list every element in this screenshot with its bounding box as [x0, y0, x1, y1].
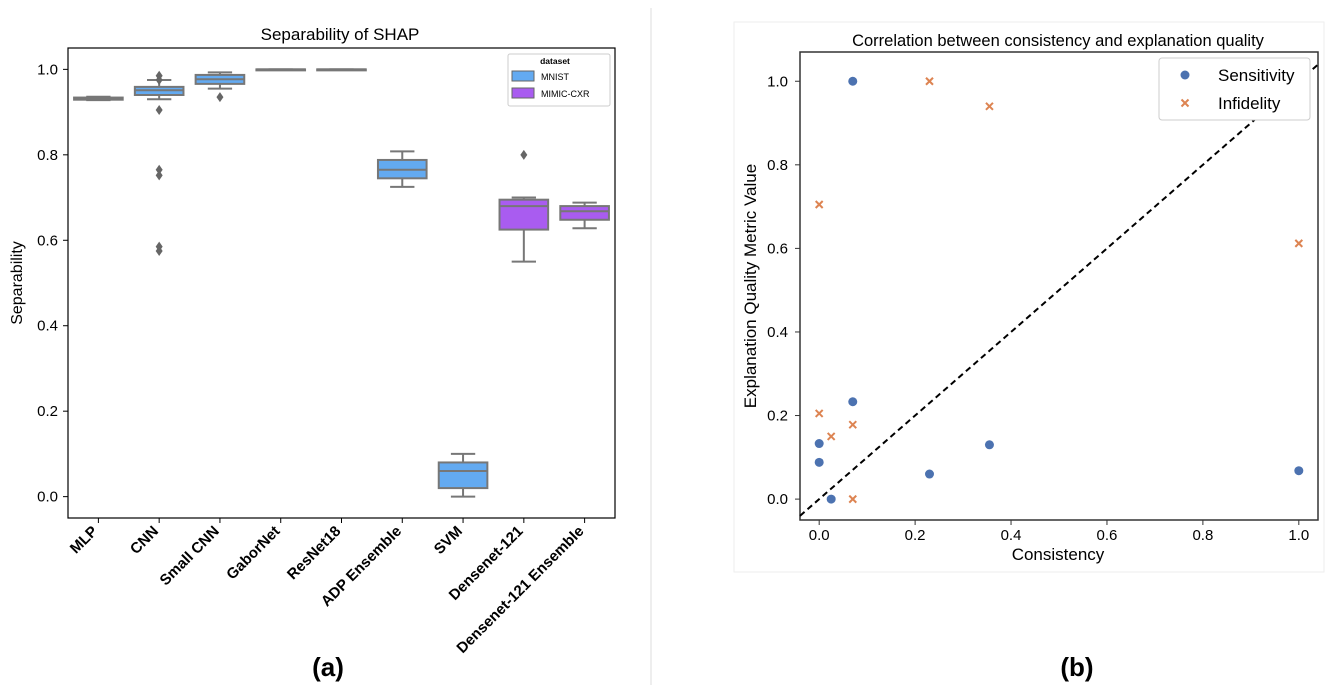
point-infidelity [826, 432, 836, 441]
x-marker-stroke [814, 200, 824, 209]
x-tick-label: ResNet18 [284, 523, 344, 583]
outlier-point [155, 75, 163, 86]
x-tick-label: 0.4 [1001, 527, 1022, 544]
y-axis: 0.0 0.2 0.4 0.6 0.8 1.0 [37, 61, 68, 506]
x-marker-stroke [814, 409, 824, 418]
y-tick-label: 0.6 [37, 232, 58, 249]
x-tick-label: Densenet-121 Ensemble [453, 523, 587, 657]
x-tick-label: GaborNet [223, 523, 283, 583]
y-tick-label: 0.6 [767, 240, 788, 257]
legend-marker-infidelity [1180, 98, 1190, 108]
point-infidelity [848, 420, 857, 429]
x-marker-stroke [1294, 239, 1304, 248]
legend: dataset MNIST MIMIC-CXR [507, 53, 611, 107]
x-marker-stroke [925, 77, 934, 86]
point-infidelity [1294, 239, 1304, 248]
box [498, 198, 550, 231]
y-tick-label: 1.0 [767, 73, 788, 90]
panel-b-border [733, 21, 1325, 573]
outlier-point [155, 245, 163, 256]
x-tick-label: CNN [127, 523, 162, 558]
point-sensitivity [1294, 466, 1304, 476]
point-sensitivity [814, 457, 824, 467]
point-sensitivity [984, 440, 994, 450]
y-axis-label: Separability [9, 241, 26, 325]
legend-swatch-mimic-cxr [511, 87, 535, 99]
point-sensitivity [814, 439, 824, 449]
point-infidelity [814, 200, 824, 209]
x-marker-stroke [826, 432, 836, 441]
box [559, 205, 610, 221]
panel-b-scatter: Correlation between consistency and expl… [733, 21, 1325, 682]
outlier-point [216, 92, 224, 103]
plot-frame [799, 51, 1319, 521]
legend-swatch-mnist [511, 70, 535, 82]
y-tick-label: 0.0 [767, 491, 788, 508]
box [437, 461, 489, 490]
x-tick-label: 0.8 [1192, 527, 1213, 544]
x-axis-label: Consistency [1012, 545, 1105, 564]
legend-label-mnist: MNIST [541, 72, 570, 82]
legend-title: dataset [540, 56, 570, 66]
outlier-point [155, 164, 163, 175]
y-tick-label: 0.4 [37, 318, 58, 335]
x-tick-label: 0.6 [1097, 527, 1118, 544]
y-tick-label: 1.0 [37, 61, 58, 78]
legend-label-sensitivity: Sensitivity [1218, 66, 1295, 85]
point-infidelity [848, 494, 857, 504]
y-axis-label: Explanation Quality Metric Value [741, 164, 760, 408]
legend-marker-sensitivity [1180, 70, 1190, 80]
point-infidelity [925, 77, 934, 86]
point-sensitivity [826, 494, 836, 504]
outlier-point [520, 149, 528, 160]
point-infidelity [985, 102, 994, 111]
legend-label-infidelity: Infidelity [1218, 94, 1281, 113]
point-sensitivity [925, 469, 934, 479]
y-tick-label: 0.8 [37, 147, 58, 164]
chart-title: Separability of SHAP [261, 25, 420, 44]
point-sensitivity [848, 76, 858, 86]
x-marker-stroke [848, 420, 857, 429]
point-sensitivity [848, 397, 858, 407]
x-tick-label: Small CNN [157, 523, 223, 589]
panel-a-boxplot: Separability of SHAP 0.00.20.40.60.81.0 … [9, 25, 616, 682]
x-tick-label: MLP [67, 523, 101, 557]
x-tick-label: 0.0 [809, 527, 830, 544]
outlier-point [155, 170, 163, 181]
x-marker-stroke [985, 102, 994, 111]
panel-label-b: (b) [1060, 652, 1093, 682]
x-marker-stroke [848, 494, 857, 504]
y-axis: 0.0 0.2 0.4 0.6 0.8 1.0 [767, 73, 800, 508]
chart-title: Correlation between consistency and expl… [852, 32, 1265, 50]
x-axis: 0.0 0.2 0.4 0.6 0.8 1.0 [809, 520, 1309, 544]
scatter-points [814, 76, 1304, 504]
y-tick-label: 0.2 [37, 403, 58, 420]
point-infidelity [814, 409, 824, 418]
reference-line-y-equals-x [799, 63, 1319, 517]
y-tick-label: 0.0 [37, 489, 58, 506]
outlier-point [155, 104, 163, 115]
y-tick-label: 0.2 [767, 408, 788, 425]
legend-box [1158, 57, 1311, 121]
x-tick-label: 1.0 [1288, 527, 1309, 544]
panel-label-a: (a) [312, 652, 344, 682]
y-tick-label: 0.8 [767, 157, 788, 174]
plot-frame [67, 47, 616, 519]
x-tick-label: SVM [431, 523, 466, 558]
y-tick-label: 0.4 [767, 324, 788, 341]
legend-label-mimic-cxr: MIMIC-CXR [541, 89, 590, 99]
boxes [73, 68, 610, 498]
x-tick-label: 0.2 [905, 527, 926, 544]
legend: Sensitivity Infidelity [1158, 57, 1311, 121]
